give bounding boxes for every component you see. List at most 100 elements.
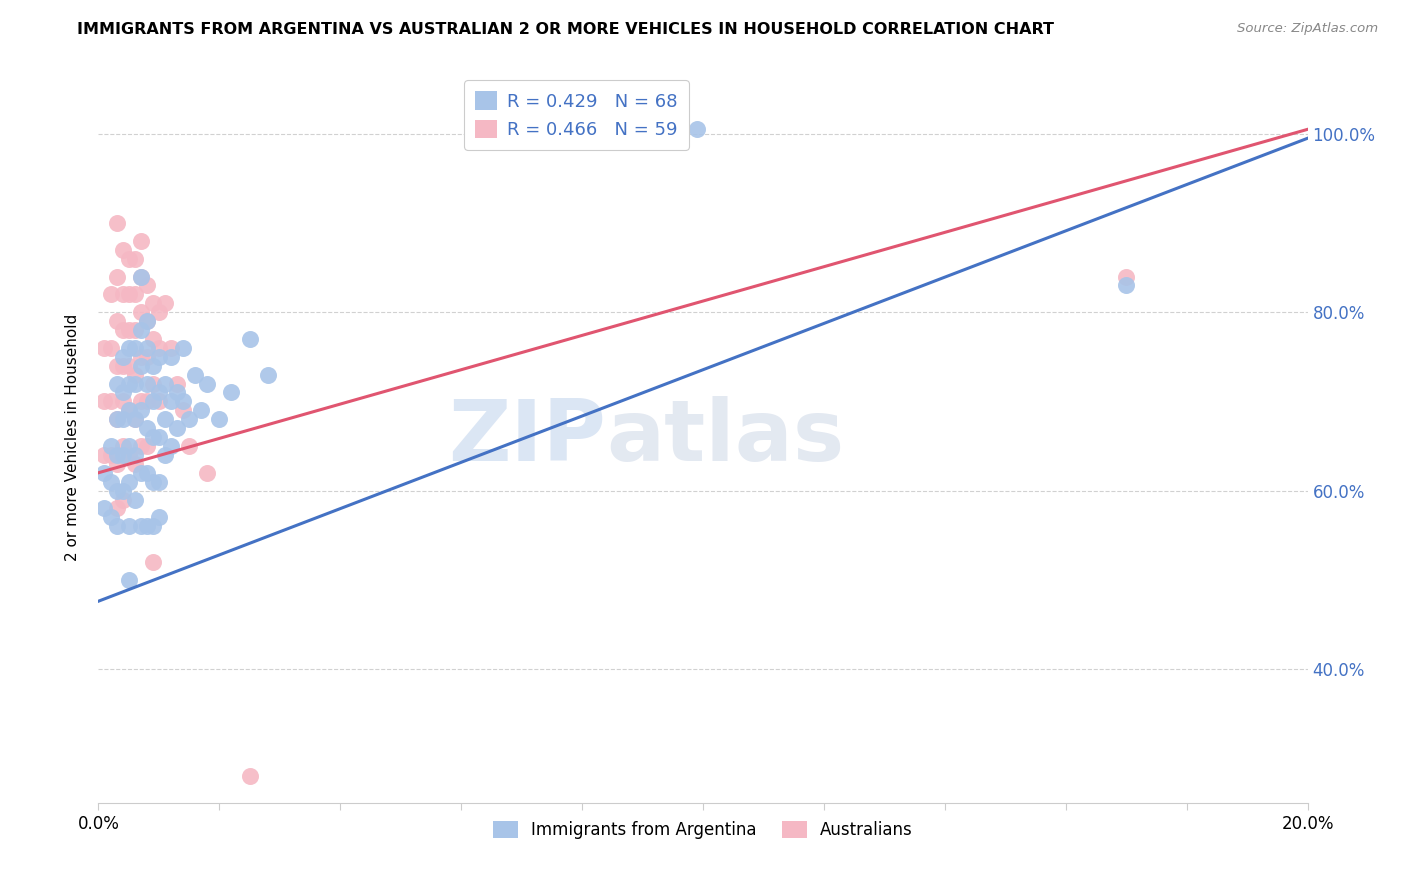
Point (105, 269, 128, 284)
Point (142, 332, 165, 346)
Point (118, 403, 141, 417)
Point (100, 394, 122, 409)
Point (105, 519, 128, 533)
Point (142, 376, 165, 391)
Point (195, 466, 218, 480)
Point (129, 350, 152, 364)
Point (142, 475, 165, 489)
Point (93, 448, 115, 462)
Point (111, 412, 134, 426)
Point (118, 475, 141, 489)
Point (135, 314, 157, 328)
Point (239, 332, 262, 346)
Point (100, 510, 122, 524)
Point (160, 350, 183, 364)
Point (148, 475, 170, 489)
Point (135, 341, 157, 355)
Point (190, 403, 212, 417)
Point (129, 269, 152, 284)
Point (118, 448, 141, 462)
Point (129, 439, 152, 453)
Point (100, 439, 122, 453)
Point (111, 439, 134, 453)
Point (129, 394, 152, 409)
Text: ZIP: ZIP (449, 395, 606, 479)
Point (124, 376, 146, 391)
Point (686, 122, 709, 136)
Point (148, 430, 170, 444)
Point (135, 439, 157, 453)
Point (135, 394, 157, 409)
Point (105, 412, 128, 426)
Point (124, 341, 146, 355)
Point (105, 457, 128, 471)
Point (153, 376, 176, 391)
Point (148, 341, 170, 355)
Point (1115, 269, 1137, 284)
Point (184, 368, 207, 382)
Point (172, 403, 194, 417)
Point (118, 376, 141, 391)
Point (142, 519, 165, 533)
Point (195, 376, 218, 391)
Point (142, 555, 165, 569)
Point (124, 492, 146, 507)
Point (93, 501, 115, 516)
Point (111, 483, 134, 498)
Point (129, 305, 152, 319)
Point (1115, 278, 1137, 293)
Point (148, 350, 170, 364)
Point (172, 341, 194, 355)
Point (142, 296, 165, 310)
Point (124, 287, 146, 301)
Point (118, 287, 141, 301)
Point (111, 448, 134, 462)
Point (100, 448, 122, 462)
Point (153, 296, 176, 310)
Point (142, 359, 165, 373)
Point (100, 341, 122, 355)
Point (124, 412, 146, 426)
Legend: Immigrants from Argentina, Australians: Immigrants from Argentina, Australians (486, 814, 920, 846)
Point (105, 448, 128, 462)
Point (135, 350, 157, 364)
Point (135, 519, 157, 533)
Point (111, 385, 134, 400)
Point (111, 394, 134, 409)
Point (118, 403, 141, 417)
Point (111, 492, 134, 507)
Point (166, 385, 188, 400)
Point (124, 368, 146, 382)
Point (129, 323, 152, 337)
Point (105, 359, 128, 373)
Point (105, 483, 128, 498)
Point (256, 368, 278, 382)
Point (129, 519, 152, 533)
Point (124, 457, 146, 471)
Point (124, 252, 146, 266)
Point (118, 439, 141, 453)
Point (221, 385, 243, 400)
Point (135, 278, 157, 293)
Point (93, 466, 115, 480)
Point (118, 359, 141, 373)
Point (111, 287, 134, 301)
Text: IMMIGRANTS FROM ARGENTINA VS AUSTRALIAN 2 OR MORE VEHICLES IN HOUSEHOLD CORRELAT: IMMIGRANTS FROM ARGENTINA VS AUSTRALIAN … (77, 22, 1054, 37)
Point (111, 323, 134, 337)
Point (100, 287, 122, 301)
Point (124, 323, 146, 337)
Point (166, 376, 188, 391)
Point (160, 394, 183, 409)
Point (135, 314, 157, 328)
Point (142, 430, 165, 444)
Point (179, 439, 201, 453)
Point (129, 359, 152, 373)
Point (129, 234, 152, 248)
Point (105, 412, 128, 426)
Point (142, 394, 165, 409)
Point (166, 421, 188, 435)
Point (118, 323, 141, 337)
Point (179, 412, 201, 426)
Point (129, 466, 152, 480)
Y-axis label: 2 or more Vehicles in Household: 2 or more Vehicles in Household (65, 313, 80, 561)
